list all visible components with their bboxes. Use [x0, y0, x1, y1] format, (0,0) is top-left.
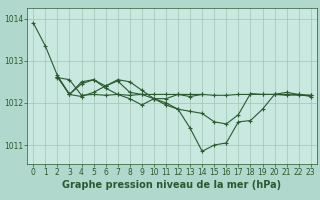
X-axis label: Graphe pression niveau de la mer (hPa): Graphe pression niveau de la mer (hPa): [62, 180, 282, 190]
